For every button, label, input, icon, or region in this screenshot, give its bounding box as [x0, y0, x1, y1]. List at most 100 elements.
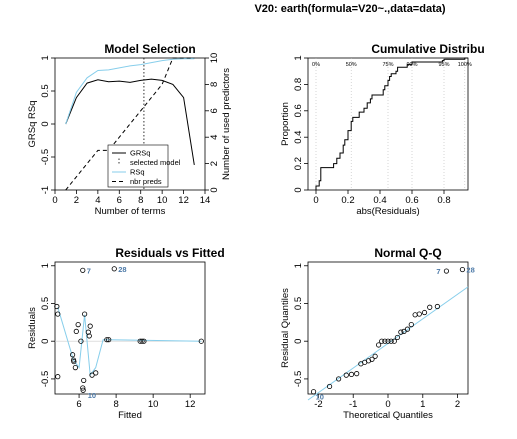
data-point: [443, 268, 450, 274]
x-axis-label: Theoretical Quantiles: [343, 410, 433, 421]
y2-tick-label: 8: [209, 82, 220, 87]
x-axis-label: abs(Residuals): [356, 206, 419, 217]
data-point: [82, 311, 88, 317]
series-grsq: [65, 78, 195, 165]
data-point: [55, 374, 61, 380]
x-tick-label: 12: [185, 399, 196, 410]
data-point: [336, 376, 342, 382]
data-point: [398, 329, 404, 335]
data-point: [376, 342, 382, 348]
panel-title: Model Selection: [104, 42, 195, 56]
y-axis-label: GRSq RSq: [27, 101, 38, 148]
data-point: [54, 303, 60, 310]
y2-tick-label: 0: [209, 187, 220, 192]
x-tick-label: 2: [455, 399, 460, 410]
data-point: [141, 338, 147, 344]
x-tick-label: 0: [385, 399, 390, 410]
x-tick-label: 0.2: [341, 195, 354, 206]
quantile-label: 50%: [346, 62, 357, 68]
y-tick-label: 0.5: [40, 84, 51, 97]
y-tick-label: 1: [40, 263, 51, 268]
y-tick-label: 1: [40, 55, 51, 60]
ecdf-step-line: [315, 57, 468, 190]
outlier-label: 10: [316, 393, 324, 402]
y-tick-label: 0.5: [40, 297, 51, 310]
data-point: [404, 326, 411, 332]
data-point: [416, 311, 422, 317]
data-point: [434, 303, 440, 310]
outlier-label: 10: [88, 391, 96, 400]
data-point: [394, 334, 400, 341]
series-nbr-preds: [65, 57, 195, 191]
data-point: [348, 371, 355, 377]
data-point: [412, 312, 418, 318]
quantile-label: 100%: [458, 62, 472, 68]
data-point: [408, 322, 414, 328]
plot-frame: [54, 261, 206, 395]
y-tick-label: 0.5: [293, 297, 304, 310]
x-tick-label: -2: [314, 399, 322, 410]
data-point: [86, 333, 92, 339]
x-tick-label: 4: [95, 195, 100, 206]
legend-label: GRSq: [130, 149, 150, 158]
data-point: [85, 329, 91, 335]
panel-title: Normal Q-Q: [374, 246, 441, 260]
data-point: [427, 304, 433, 310]
x-axis-label: Fitted: [118, 410, 142, 421]
data-point: [78, 338, 84, 344]
data-point: [72, 364, 78, 371]
data-point: [69, 352, 76, 358]
y2-axis-label: Number of used predictors: [221, 68, 232, 180]
outlier-label: 28: [118, 265, 126, 274]
quantile-label: 0%: [312, 62, 320, 68]
y-tick-label: -0.5: [40, 371, 51, 387]
x-tick-label: 2: [74, 195, 79, 206]
x-axis-label: Number of terms: [95, 206, 166, 217]
x-tick-label: 0.6: [405, 195, 418, 206]
data-point: [81, 377, 87, 384]
data-point: [421, 309, 428, 316]
data-point: [111, 266, 117, 272]
data-point: [87, 323, 93, 329]
quantile-label: 75%: [382, 62, 393, 68]
data-point: [89, 372, 95, 378]
y-tick-label: 1: [293, 263, 304, 268]
data-point: [326, 383, 333, 390]
x-tick-label: 8: [138, 195, 143, 206]
legend-label: nbr preds: [130, 177, 162, 186]
data-point: [379, 338, 385, 344]
y-tick-label: 0: [293, 187, 304, 192]
legend-label: selected model: [130, 158, 181, 167]
x-tick-label: 10: [148, 399, 159, 410]
data-point: [80, 387, 86, 393]
y2-tick-label: 10: [209, 53, 220, 64]
x-tick-label: 12: [178, 195, 189, 206]
data-point: [354, 371, 360, 377]
data-point: [369, 356, 375, 362]
y2-tick-label: 4: [209, 135, 220, 140]
y-tick-label: -0.5: [293, 371, 304, 387]
figure-title: V20: earth(formula=V20~.,data=data): [254, 3, 445, 15]
y-tick-label: -0.5: [40, 149, 51, 165]
data-point: [80, 267, 86, 273]
data-point: [343, 372, 349, 378]
x-tick-label: 8: [113, 399, 118, 410]
data-point: [198, 338, 204, 344]
y2-tick-label: 2: [209, 161, 220, 166]
y-tick-label: -1: [40, 186, 51, 194]
data-point: [71, 358, 77, 365]
outlier-label: 7: [436, 267, 440, 276]
data-point: [139, 338, 145, 344]
x-tick-label: -1: [349, 399, 357, 410]
x-tick-label: 6: [76, 399, 81, 410]
data-point: [55, 311, 61, 317]
x-tick-label: 0.4: [373, 195, 386, 206]
data-point: [459, 266, 466, 273]
panel-title: Residuals vs Fitted: [115, 246, 224, 260]
x-tick-label: 14: [200, 195, 211, 206]
series-rsq: [65, 58, 195, 125]
y-axis-label: Residual Quantiles: [280, 288, 291, 368]
y-axis-label: Residuals: [27, 307, 38, 349]
y-tick-label: 0.2: [293, 157, 304, 170]
